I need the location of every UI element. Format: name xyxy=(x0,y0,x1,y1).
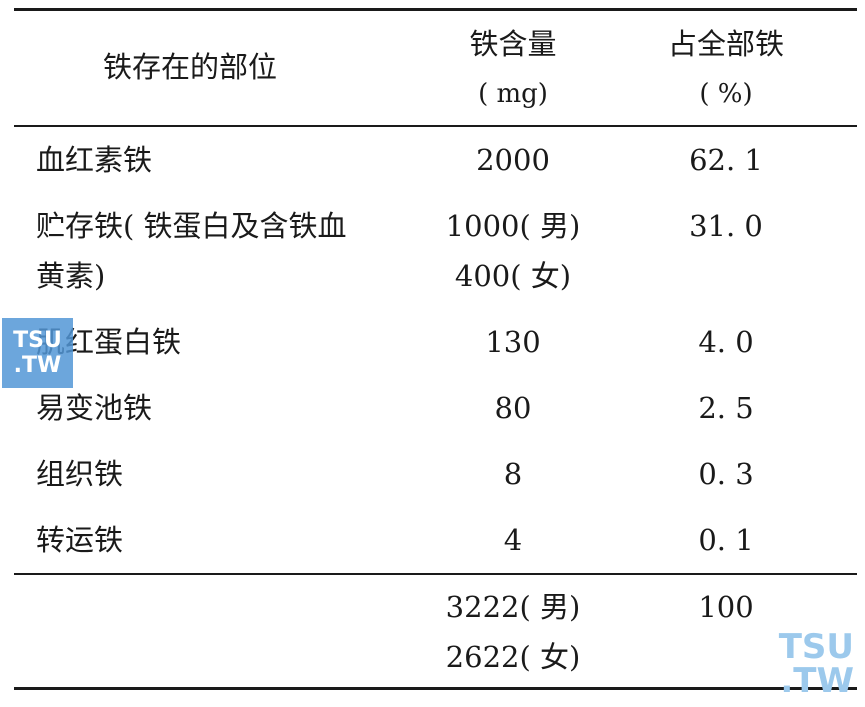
header-percent-unit: ( %) xyxy=(699,79,753,109)
row-transport-iron-location: 转运铁 xyxy=(36,523,124,557)
table-top-rule xyxy=(14,8,857,11)
total-rule xyxy=(14,573,857,575)
total-percent: 100 xyxy=(698,590,754,624)
row-tissue-iron-percent: 0. 3 xyxy=(698,457,754,491)
row-storage-iron-content-male: 1000( 男) xyxy=(445,209,581,243)
watermark-left-line1: TSU xyxy=(13,328,62,353)
row-tissue-iron-location: 组织铁 xyxy=(36,457,124,491)
row-tissue-iron-content: 8 xyxy=(503,457,523,491)
watermark-right: TSU .TW xyxy=(770,630,854,700)
row-myoglobin-iron-content: 130 xyxy=(485,325,541,359)
row-storage-iron-location-line2: 黄素) xyxy=(36,259,106,293)
row-heme-iron-percent: 62. 1 xyxy=(689,143,763,177)
watermark-right-line2: .TW xyxy=(780,661,854,701)
header-rule xyxy=(14,125,857,127)
table-bottom-rule xyxy=(14,687,857,690)
total-content-male: 3222( 男) xyxy=(445,590,581,624)
row-storage-iron-content-female: 400( 女) xyxy=(454,259,572,293)
row-myoglobin-iron-percent: 4. 0 xyxy=(698,325,754,359)
watermark-right-line1: TSU xyxy=(778,627,854,667)
row-heme-iron-content: 2000 xyxy=(476,143,550,177)
header-percent-line1: 占全部铁 xyxy=(667,27,784,61)
row-transport-iron-content: 4 xyxy=(503,523,523,557)
header-location: 铁存在的部位 xyxy=(102,50,277,84)
row-heme-iron-location: 血红素铁 xyxy=(36,143,153,177)
watermark-left-line2: .TW xyxy=(13,353,62,378)
row-labile-pool-percent: 2. 5 xyxy=(698,391,754,425)
watermark-left: TSU .TW xyxy=(2,318,73,388)
row-labile-pool-location: 易变池铁 xyxy=(36,391,153,425)
row-storage-iron-location-line1: 贮存铁( 铁蛋白及含铁血 xyxy=(36,209,347,243)
row-storage-iron-percent: 31. 0 xyxy=(689,209,763,243)
row-transport-iron-percent: 0. 1 xyxy=(698,523,754,557)
row-labile-pool-content: 80 xyxy=(494,391,532,425)
header-content-unit: ( mg) xyxy=(478,79,548,109)
total-content-female: 2622( 女) xyxy=(445,640,581,674)
header-content-line1: 铁含量 xyxy=(469,27,557,61)
